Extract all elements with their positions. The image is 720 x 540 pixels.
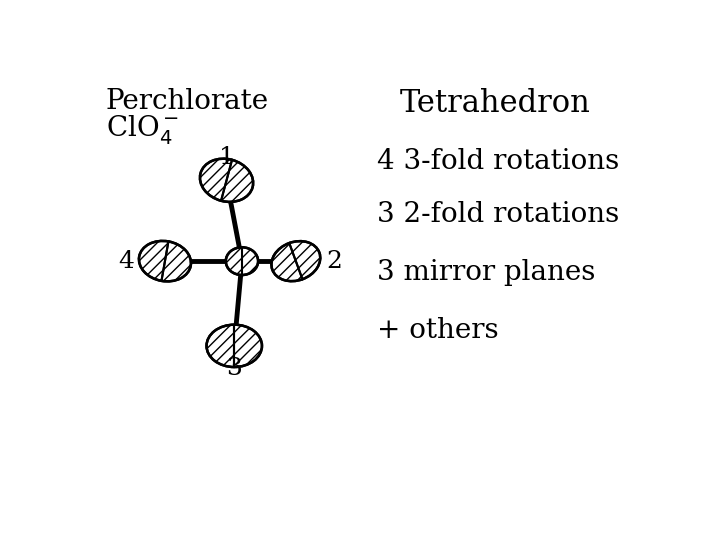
Text: 3 mirror planes: 3 mirror planes bbox=[377, 259, 595, 286]
Text: 3: 3 bbox=[226, 357, 242, 381]
Text: + others: + others bbox=[377, 317, 498, 344]
Text: 1: 1 bbox=[219, 146, 235, 168]
Ellipse shape bbox=[226, 247, 258, 275]
Ellipse shape bbox=[271, 241, 320, 281]
Ellipse shape bbox=[200, 159, 253, 202]
Text: 4 3-fold rotations: 4 3-fold rotations bbox=[377, 147, 619, 174]
Text: 3 2-fold rotations: 3 2-fold rotations bbox=[377, 201, 619, 228]
Text: Tetrahedron: Tetrahedron bbox=[400, 88, 590, 119]
Ellipse shape bbox=[207, 325, 262, 367]
Text: 2: 2 bbox=[326, 249, 342, 273]
Text: 4: 4 bbox=[119, 249, 135, 273]
Text: ClO$_4^-$: ClO$_4^-$ bbox=[106, 112, 179, 146]
Text: Perchlorate: Perchlorate bbox=[106, 88, 269, 115]
Ellipse shape bbox=[139, 241, 191, 281]
